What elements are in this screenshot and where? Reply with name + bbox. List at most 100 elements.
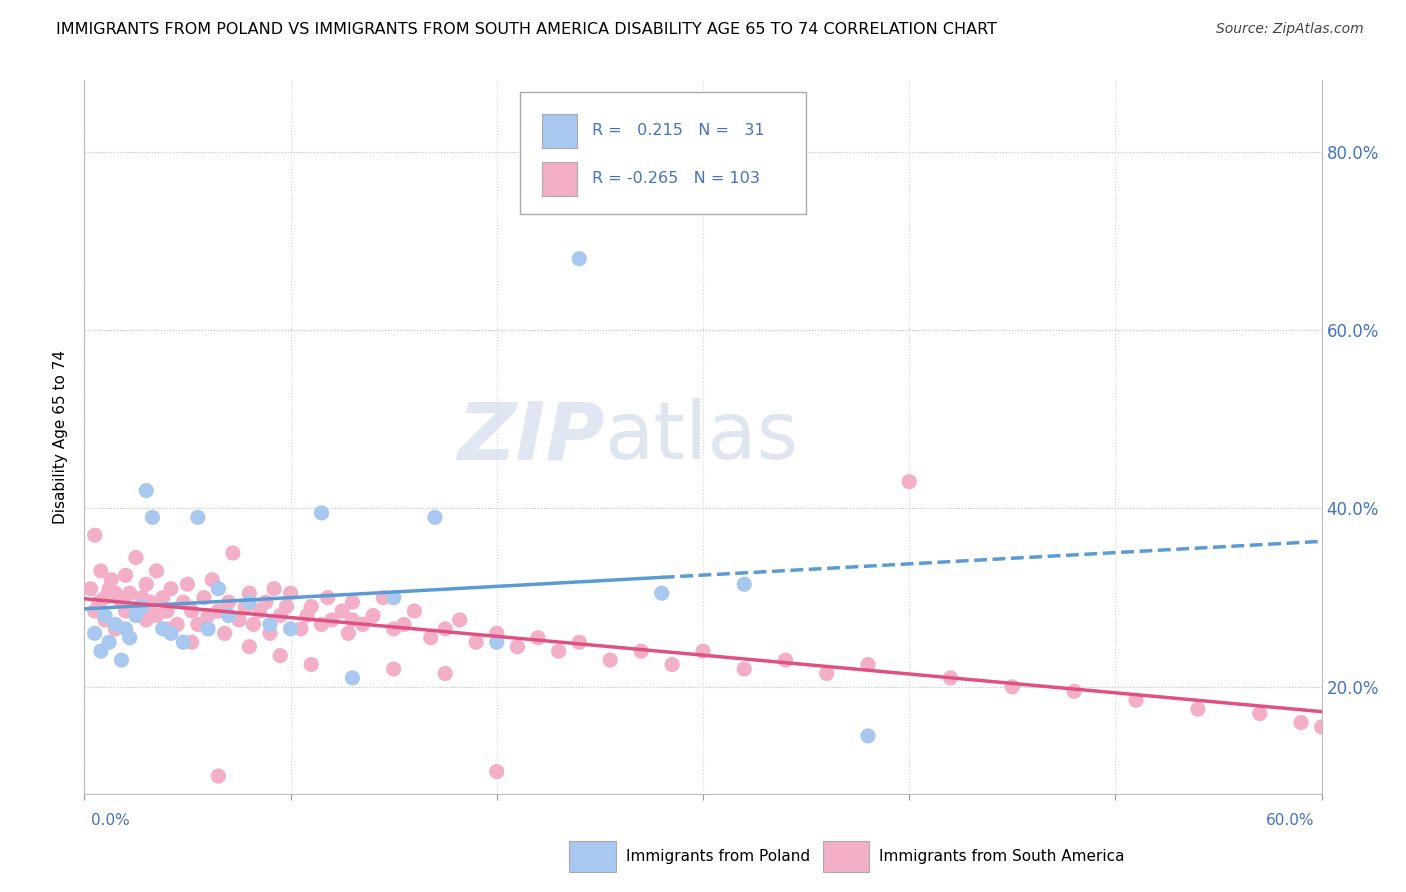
Point: [160, 582, 183, 596]
Point: [311, 506, 333, 520]
Point: [156, 622, 179, 636]
Point: [404, 604, 426, 618]
Point: [321, 613, 343, 627]
Point: [392, 617, 415, 632]
Point: [1125, 693, 1147, 707]
Point: [280, 586, 302, 600]
Point: [135, 483, 157, 498]
Point: [87, 595, 110, 609]
Point: [197, 622, 219, 636]
Point: [423, 510, 446, 524]
Point: [139, 595, 162, 609]
Point: [330, 604, 353, 618]
Point: [419, 631, 441, 645]
Point: [299, 599, 322, 614]
Point: [83, 528, 105, 542]
Point: [156, 604, 179, 618]
Text: R = -0.265   N = 103: R = -0.265 N = 103: [592, 171, 759, 186]
Point: [145, 564, 167, 578]
Point: [94, 613, 117, 627]
Point: [207, 604, 229, 618]
Text: ZIP: ZIP: [457, 398, 605, 476]
Point: [83, 626, 105, 640]
Point: [94, 608, 117, 623]
Point: [197, 608, 219, 623]
FancyBboxPatch shape: [543, 161, 576, 196]
Point: [1063, 684, 1085, 698]
Point: [1001, 680, 1024, 694]
Point: [856, 657, 879, 672]
Point: [337, 626, 360, 640]
Point: [145, 608, 167, 623]
Point: [135, 604, 157, 618]
Point: [176, 577, 198, 591]
Point: [630, 644, 652, 658]
Point: [1249, 706, 1271, 721]
Point: [100, 573, 122, 587]
Point: [373, 591, 395, 605]
Point: [238, 586, 260, 600]
Text: 0.0%: 0.0%: [91, 814, 131, 828]
Point: [599, 653, 621, 667]
Point: [692, 644, 714, 658]
Point: [280, 622, 302, 636]
Point: [276, 599, 298, 614]
FancyBboxPatch shape: [543, 114, 576, 148]
Point: [160, 626, 183, 640]
Point: [110, 653, 132, 667]
Point: [1310, 720, 1333, 734]
Text: R =   0.215   N =   31: R = 0.215 N = 31: [592, 123, 765, 138]
Point: [382, 622, 405, 636]
Point: [939, 671, 962, 685]
Point: [193, 591, 215, 605]
Point: [775, 653, 797, 667]
Point: [242, 617, 264, 632]
Point: [254, 595, 277, 609]
Point: [527, 631, 550, 645]
Point: [114, 622, 136, 636]
Point: [201, 573, 224, 587]
Point: [547, 644, 569, 658]
FancyBboxPatch shape: [520, 93, 806, 214]
Point: [856, 729, 879, 743]
Point: [382, 591, 405, 605]
Point: [269, 648, 291, 663]
Point: [259, 626, 281, 640]
Point: [568, 252, 591, 266]
Point: [207, 582, 229, 596]
Point: [110, 595, 132, 609]
Point: [104, 622, 127, 636]
Point: [207, 769, 229, 783]
Point: [125, 608, 148, 623]
Point: [361, 608, 384, 623]
Point: [382, 662, 405, 676]
Point: [485, 764, 508, 779]
Point: [218, 608, 240, 623]
Point: [131, 591, 153, 605]
Point: [269, 608, 291, 623]
Point: [79, 582, 101, 596]
Point: [98, 635, 121, 649]
Text: Source: ZipAtlas.com: Source: ZipAtlas.com: [1216, 22, 1364, 37]
Point: [238, 595, 260, 609]
Point: [187, 510, 209, 524]
Point: [299, 657, 322, 672]
Point: [651, 586, 673, 600]
Point: [259, 617, 281, 632]
Point: [90, 564, 112, 578]
Point: [172, 635, 194, 649]
Point: [135, 613, 157, 627]
Point: [249, 604, 271, 618]
Text: Immigrants from South America: Immigrants from South America: [879, 849, 1125, 863]
Point: [342, 613, 364, 627]
Point: [311, 617, 333, 632]
Point: [342, 595, 364, 609]
Point: [228, 613, 250, 627]
Point: [485, 635, 508, 649]
Point: [152, 622, 174, 636]
Point: [104, 586, 127, 600]
Text: atlas: atlas: [605, 398, 799, 476]
Point: [218, 595, 240, 609]
Point: [449, 613, 471, 627]
Point: [434, 666, 457, 681]
